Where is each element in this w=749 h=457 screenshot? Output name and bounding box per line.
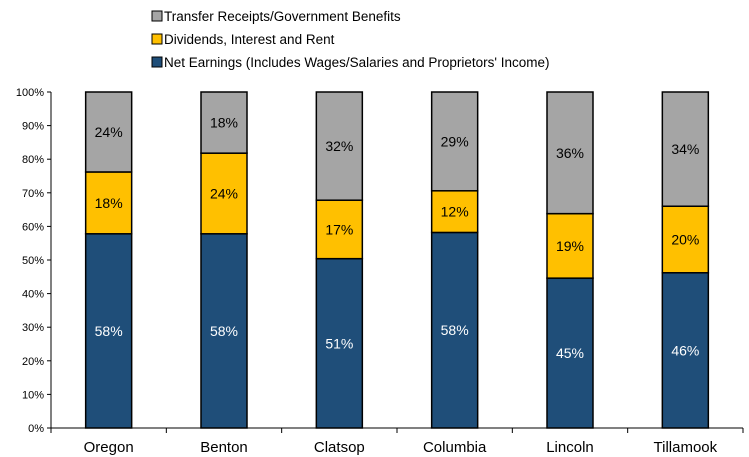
x-category-label: Lincoln [546, 439, 594, 456]
y-tick-label: 30% [22, 322, 44, 334]
y-tick-label: 70% [22, 188, 44, 200]
bar-segment [546, 212, 594, 279]
bar-segment [200, 91, 248, 154]
data-label: 12% [441, 204, 469, 220]
bar-segment [315, 91, 364, 201]
data-label: 19% [556, 238, 584, 254]
data-label: 24% [210, 185, 238, 201]
data-label: 29% [441, 133, 469, 149]
bar-segment [430, 190, 479, 234]
data-label: 51% [325, 335, 353, 351]
data-label: 24% [95, 124, 123, 140]
data-label: 45% [556, 345, 584, 361]
legend: Transfer Receipts/Government Benefits Div… [151, 9, 550, 70]
legend-label: Transfer Receipts/Government Benefits [164, 9, 401, 24]
y-tick-label: 40% [22, 289, 44, 301]
bar-segment [661, 272, 710, 429]
bar-segment [430, 231, 479, 429]
bar-segment [661, 91, 710, 207]
data-label: 58% [210, 323, 238, 339]
data-label: 20% [671, 232, 699, 248]
x-category-label: Benton [200, 439, 248, 456]
data-label: 58% [441, 322, 469, 338]
bars: 58% 18% 24% 58% 24% 18% 51% 17% 32% 58% 12% 29% 45% 1… [84, 91, 710, 429]
bar-segment [84, 233, 133, 429]
data-label: 32% [325, 138, 353, 154]
y-axis: 0% 10% 20% 30% 40% 50% 60% 70% 80% 90% 100% [16, 87, 52, 435]
bar-segment [430, 91, 479, 192]
x-category-label: Columbia [423, 439, 487, 456]
data-label: 34% [671, 141, 699, 157]
legend-label: Dividends, Interest and Rent [164, 32, 335, 47]
y-tick-label: 20% [22, 356, 44, 368]
y-tick-label: 100% [16, 87, 44, 99]
bar-segment [315, 257, 364, 429]
data-label: 17% [325, 221, 353, 237]
legend-swatch [151, 10, 163, 22]
bar-segment [84, 91, 133, 173]
data-label: 36% [556, 145, 584, 161]
data-label: 46% [671, 342, 699, 358]
data-label: 58% [95, 323, 123, 339]
y-tick-label: 0% [28, 423, 44, 435]
y-tick-label: 50% [22, 255, 44, 267]
y-tick-label: 90% [22, 121, 44, 133]
x-axis: Oregon Benton Clatsop Columbia Lincoln Tillam… [50, 427, 744, 456]
y-tick-label: 10% [22, 389, 44, 401]
data-label: 18% [210, 115, 238, 131]
x-category-label: Oregon [84, 439, 134, 456]
bar-segment [661, 205, 710, 274]
legend-label: Net Earnings (Includes Wages/Salaries an… [164, 55, 550, 70]
x-category-label: Clatsop [314, 439, 365, 456]
data-label: 18% [95, 195, 123, 211]
bar-segment [315, 199, 364, 260]
bar-segment [546, 91, 594, 215]
bar-segment [200, 152, 248, 235]
legend-swatch [151, 56, 163, 68]
y-tick-label: 60% [22, 221, 44, 233]
legend-swatch [151, 33, 163, 45]
x-category-label: Tillamook [654, 439, 718, 456]
y-tick-label: 80% [22, 154, 44, 166]
